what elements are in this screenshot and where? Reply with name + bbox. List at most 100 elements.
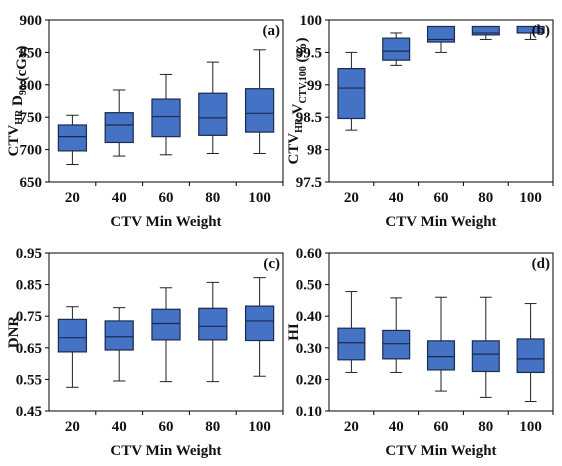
iqr-box: [57, 124, 88, 152]
box-plot-100: [516, 25, 545, 40]
iqr-box: [244, 88, 275, 133]
x-tick-label: 60: [434, 190, 449, 206]
box-plot-40: [104, 307, 134, 382]
iqr-box: [104, 320, 134, 351]
y-tick-label: 0.40: [296, 309, 322, 325]
x-axis-title: CTV Min Weight: [385, 214, 496, 230]
y-tick-label: 0.45: [16, 404, 42, 420]
panel-label: (a): [263, 23, 281, 39]
y-tick-label: 99.5: [296, 45, 322, 61]
iqr-box: [198, 307, 228, 341]
box-plot-100: [516, 303, 545, 403]
chart-panel-2: 97.5 98 98.5 99 99.5 100 20 40 60 80 100 (b) CTV Min…: [286, 13, 554, 230]
y-tick-label: 98.5: [296, 110, 322, 126]
y-tick-label: 0.50: [296, 278, 322, 294]
y-axis-title: CTVHR D90 (cGy): [6, 46, 30, 157]
y-tick-label: 0.20: [296, 372, 322, 388]
x-axis-title: CTV Min Weight: [110, 443, 221, 459]
x-tick-label: 40: [112, 190, 127, 206]
y-tick-label: 800: [20, 78, 43, 94]
x-tick-label: 60: [434, 419, 449, 435]
y-tick-label: 100: [300, 13, 323, 29]
panel-label: (d): [532, 256, 550, 272]
box-plot-20: [57, 306, 88, 388]
x-axis-title: CTV Min Weight: [385, 443, 496, 459]
y-tick-label: 0.65: [16, 341, 42, 357]
y-axis-title: DNR: [6, 316, 22, 349]
iqr-box: [337, 67, 366, 120]
iqr-box: [382, 329, 411, 360]
y-tick-label: 850: [20, 45, 43, 61]
box-plot-60: [151, 287, 181, 383]
box-plot-40: [104, 89, 134, 157]
y-tick-label: 97.5: [296, 175, 322, 191]
x-tick-label: 100: [248, 190, 271, 206]
y-tick-label: 750: [20, 110, 43, 126]
box-plot-40: [382, 297, 411, 373]
x-tick-label: 40: [389, 419, 404, 435]
y-tick-label: 99: [307, 78, 322, 94]
iqr-box: [151, 308, 181, 341]
y-tick-label: 0.10: [296, 404, 322, 420]
y-tick-label: 650: [20, 175, 43, 191]
x-tick-label: 40: [112, 419, 127, 435]
iqr-box: [426, 25, 456, 43]
box-plot-80: [198, 61, 228, 154]
box-plot-20: [57, 114, 88, 166]
panel-label: (c): [263, 256, 280, 272]
y-tick-label: 0.85: [16, 278, 42, 294]
x-tick-label: 20: [344, 419, 359, 435]
box-plot-80: [198, 281, 228, 383]
iqr-box: [337, 327, 366, 361]
plot-frame: [48, 252, 284, 412]
box-plot-100: [244, 277, 275, 377]
x-tick-label: 60: [159, 190, 174, 206]
y-tick-label: 0.95: [16, 246, 42, 262]
x-axis-title: CTV Min Weight: [110, 214, 221, 230]
box-plot-60: [151, 73, 181, 156]
x-tick-label: 20: [65, 419, 80, 435]
iqr-box: [471, 340, 500, 373]
x-tick-label: 80: [478, 419, 493, 435]
box-plot-60: [426, 25, 456, 53]
x-tick-label: 20: [65, 190, 80, 206]
y-tick-label: 900: [20, 13, 43, 29]
plot-frame: [328, 19, 554, 183]
x-tick-label: 100: [519, 190, 542, 206]
y-tick-label: 98: [307, 143, 322, 159]
chart-panel-4: 0.10 0.20 0.30 0.40 0.50 0.60 20 40 60 80 100 (d) CT…: [286, 246, 554, 459]
x-tick-label: 100: [519, 419, 542, 435]
panel-label: (b): [532, 23, 550, 39]
y-tick-label: 0.60: [296, 246, 322, 262]
iqr-box: [382, 37, 411, 61]
box-plot-20: [337, 51, 366, 131]
y-tick-label: 0.55: [16, 372, 42, 388]
iqr-box: [471, 25, 500, 36]
x-tick-label: 100: [248, 419, 271, 435]
iqr-box: [151, 98, 181, 138]
chart-panel-1: 650 700 750 800 850 900 20 40 60 80 100 (a) CTV Min …: [6, 13, 284, 230]
x-tick-label: 80: [205, 419, 220, 435]
x-tick-label: 80: [205, 190, 220, 206]
iqr-box: [516, 338, 545, 374]
y-tick-label: 0.75: [16, 309, 42, 325]
x-tick-label: 80: [478, 190, 493, 206]
iqr-box: [244, 305, 275, 342]
iqr-box: [104, 112, 134, 144]
iqr-box: [57, 318, 88, 353]
iqr-box: [198, 92, 228, 136]
y-tick-label: 0.30: [296, 341, 322, 357]
y-axis-title: CTVHR VCTV,100 (%): [286, 37, 310, 164]
box-plot-20: [337, 291, 366, 373]
box-plot-80: [471, 296, 500, 398]
box-plot-40: [382, 32, 411, 66]
x-tick-label: 60: [159, 419, 174, 435]
x-tick-label: 40: [389, 190, 404, 206]
y-tick-label: 700: [20, 143, 43, 159]
iqr-box: [426, 340, 456, 371]
y-axis-title: HI: [286, 323, 302, 341]
plot-frame: [48, 19, 284, 183]
chart-panel-3: 0.45 0.55 0.65 0.75 0.85 0.95 20 40 60 80 100 (c) CT…: [6, 246, 284, 459]
box-plot-80: [471, 25, 500, 40]
